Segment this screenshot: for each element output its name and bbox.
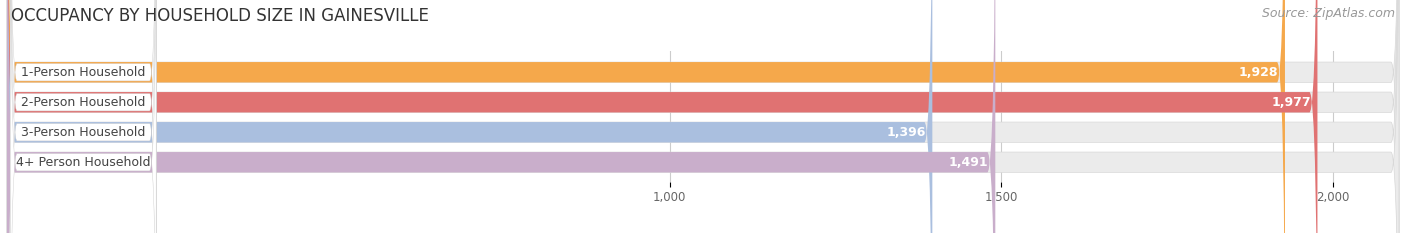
FancyBboxPatch shape bbox=[10, 0, 156, 233]
FancyBboxPatch shape bbox=[7, 0, 1399, 233]
Text: Source: ZipAtlas.com: Source: ZipAtlas.com bbox=[1261, 7, 1395, 20]
FancyBboxPatch shape bbox=[7, 0, 1399, 233]
FancyBboxPatch shape bbox=[7, 0, 995, 233]
FancyBboxPatch shape bbox=[7, 0, 1317, 233]
FancyBboxPatch shape bbox=[10, 0, 156, 233]
Text: 1,928: 1,928 bbox=[1239, 66, 1278, 79]
Text: 1,396: 1,396 bbox=[886, 126, 925, 139]
Text: 1,491: 1,491 bbox=[949, 156, 988, 169]
Text: 3-Person Household: 3-Person Household bbox=[21, 126, 145, 139]
FancyBboxPatch shape bbox=[7, 0, 1399, 233]
Text: OCCUPANCY BY HOUSEHOLD SIZE IN GAINESVILLE: OCCUPANCY BY HOUSEHOLD SIZE IN GAINESVIL… bbox=[11, 7, 429, 25]
Text: 2-Person Household: 2-Person Household bbox=[21, 96, 145, 109]
Text: 4+ Person Household: 4+ Person Household bbox=[15, 156, 150, 169]
Text: 1-Person Household: 1-Person Household bbox=[21, 66, 145, 79]
FancyBboxPatch shape bbox=[7, 0, 932, 233]
FancyBboxPatch shape bbox=[7, 0, 1285, 233]
FancyBboxPatch shape bbox=[7, 0, 1399, 233]
Text: 1,977: 1,977 bbox=[1271, 96, 1310, 109]
FancyBboxPatch shape bbox=[10, 0, 156, 233]
FancyBboxPatch shape bbox=[10, 0, 156, 233]
